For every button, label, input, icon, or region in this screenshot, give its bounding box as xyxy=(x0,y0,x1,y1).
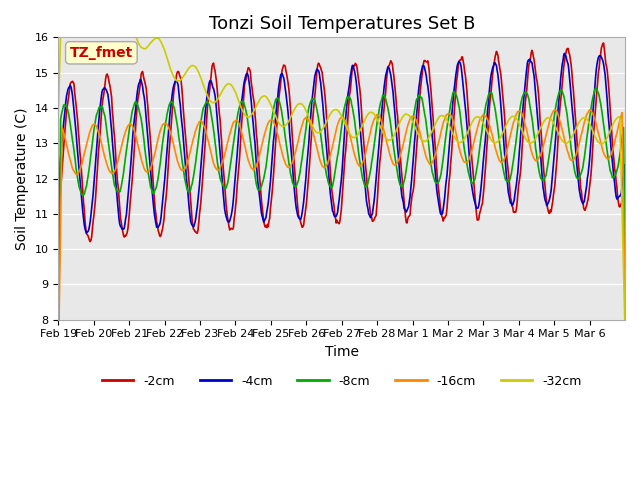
-8cm xyxy=(432,180,440,186)
-16cm xyxy=(121,131,129,136)
-32cm xyxy=(226,81,234,87)
Line: -4cm: -4cm xyxy=(58,53,625,390)
-2cm xyxy=(225,224,233,230)
-2cm xyxy=(600,40,607,46)
-2cm xyxy=(121,232,129,238)
-16cm xyxy=(432,150,440,156)
-8cm xyxy=(121,160,129,166)
-32cm xyxy=(54,108,62,114)
-16cm xyxy=(275,135,282,141)
-32cm xyxy=(122,1,129,7)
-4cm xyxy=(54,387,62,393)
-4cm xyxy=(275,85,282,91)
Y-axis label: Soil Temperature (C): Soil Temperature (C) xyxy=(15,108,29,250)
-8cm xyxy=(591,85,599,91)
-32cm xyxy=(275,121,283,127)
-16cm xyxy=(253,161,261,167)
-2cm xyxy=(253,138,261,144)
-4cm xyxy=(400,206,408,212)
-2cm xyxy=(275,98,282,104)
-16cm xyxy=(586,107,594,113)
-2cm xyxy=(432,153,440,159)
-2cm xyxy=(400,199,408,205)
-8cm xyxy=(54,361,62,367)
Line: -8cm: -8cm xyxy=(58,88,625,364)
-8cm xyxy=(275,97,282,103)
-16cm xyxy=(400,138,408,144)
-8cm xyxy=(253,184,261,190)
-4cm xyxy=(621,269,629,275)
Text: TZ_fmet: TZ_fmet xyxy=(70,46,133,60)
-4cm xyxy=(432,178,440,184)
-32cm xyxy=(254,100,262,106)
-32cm xyxy=(433,119,440,124)
-2cm xyxy=(54,340,62,346)
-4cm xyxy=(253,170,261,176)
-16cm xyxy=(225,134,233,140)
-32cm xyxy=(401,112,409,118)
Title: Tonzi Soil Temperatures Set B: Tonzi Soil Temperatures Set B xyxy=(209,15,475,33)
Legend: -2cm, -4cm, -8cm, -16cm, -32cm: -2cm, -4cm, -8cm, -16cm, -32cm xyxy=(97,370,586,393)
-2cm xyxy=(621,321,629,326)
-4cm xyxy=(561,50,568,56)
-32cm xyxy=(621,327,629,333)
Line: -32cm: -32cm xyxy=(58,0,625,330)
Line: -2cm: -2cm xyxy=(58,43,625,343)
-16cm xyxy=(54,359,62,365)
-4cm xyxy=(121,221,129,227)
X-axis label: Time: Time xyxy=(324,345,358,359)
-8cm xyxy=(225,171,233,177)
-16cm xyxy=(621,302,629,308)
-4cm xyxy=(225,219,233,225)
-8cm xyxy=(621,278,629,284)
Line: -16cm: -16cm xyxy=(58,110,625,362)
-8cm xyxy=(400,178,408,184)
